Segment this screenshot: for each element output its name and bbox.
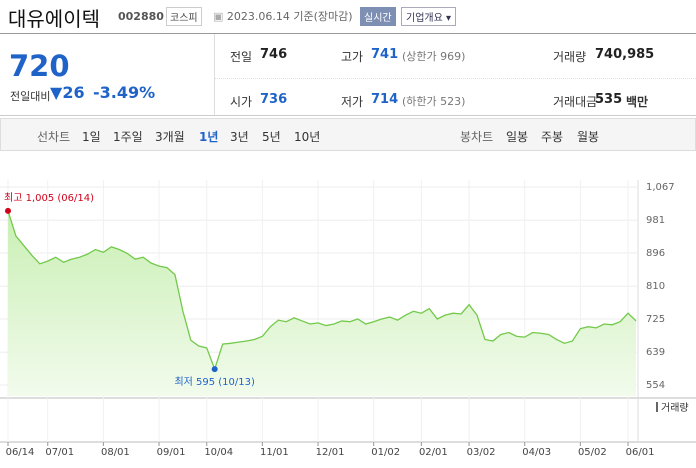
candle-tab[interactable]: 일봉 xyxy=(506,130,529,144)
stat-label: 저가 xyxy=(341,95,364,109)
annotation-point xyxy=(211,366,218,373)
period-tab[interactable]: 3년 xyxy=(230,130,249,144)
current-price: 720 xyxy=(9,49,70,83)
y-tick-label: 725 xyxy=(646,314,665,325)
date: ▣ 2023.06.14 기준(장마감) xyxy=(213,10,353,23)
stat-note: (상한가 969) xyxy=(402,50,466,63)
y-tick-label: 554 xyxy=(646,380,665,391)
period-tab[interactable]: 3개월 xyxy=(155,130,185,144)
x-tick-label: 12/01 xyxy=(316,447,345,458)
x-tick-label: 03/02 xyxy=(467,447,496,458)
candle-chart-label: 봉차트 xyxy=(460,130,494,144)
divider xyxy=(214,34,215,115)
change: ▼26 xyxy=(50,83,85,102)
y-tick-label: 981 xyxy=(646,215,665,226)
volume-legend-swatch xyxy=(656,402,658,412)
period-tab[interactable]: 1일 xyxy=(82,130,101,144)
stat-label: 거래량 xyxy=(553,50,587,64)
y-tick-label: 810 xyxy=(646,281,665,292)
x-tick-label: 06/01 xyxy=(626,447,655,458)
period-tab[interactable]: 10년 xyxy=(294,130,321,144)
y-tick-label: 1,067 xyxy=(646,182,675,193)
stat-value: 746 xyxy=(260,47,288,62)
change-label: 전일대비 xyxy=(10,90,51,103)
x-tick-label: 06/14 xyxy=(6,447,35,458)
change-value: 26 xyxy=(62,83,85,102)
period-tab[interactable]: 1년 xyxy=(199,130,219,144)
volume-legend: 거래량 xyxy=(661,402,689,414)
stat-value: 535 xyxy=(595,92,623,107)
stock-name: 대유에이텍 xyxy=(8,7,100,31)
x-tick-label: 08/01 xyxy=(101,447,130,458)
stat-note: (하한가 523) xyxy=(402,95,466,108)
x-tick-label: 05/02 xyxy=(578,447,607,458)
annotation: 최고 1,005 (06/14) xyxy=(4,192,94,204)
period-tab[interactable]: 5년 xyxy=(262,130,281,144)
divider xyxy=(215,78,696,79)
stock-code: 002880 xyxy=(118,10,164,23)
x-tick-label: 01/02 xyxy=(371,447,400,458)
annotation-point xyxy=(5,207,11,214)
x-tick-label: 04/03 xyxy=(522,447,551,458)
company-button-text: 기업개요 xyxy=(406,13,443,24)
period-tab[interactable]: 1주일 xyxy=(113,130,143,144)
y-tick-label: 896 xyxy=(646,248,665,259)
chart: 거래량 1,067 981 896 810 725 639 554 06/14 07/01 08/… xyxy=(0,180,696,458)
stat-label: 고가 xyxy=(341,50,364,64)
stat-value: 736 xyxy=(260,92,288,107)
date-text: 2023.06.14 기준(장마감) xyxy=(226,10,353,23)
candle-tab[interactable]: 주봉 xyxy=(541,130,564,144)
stat-label: 시가 xyxy=(230,95,253,109)
line-chart-label: 선차트 xyxy=(37,130,71,144)
annotation: 최저 595 (10/13) xyxy=(174,376,255,388)
stat-value: 740,985 xyxy=(595,47,655,62)
x-tick-label: 07/01 xyxy=(45,447,74,458)
tab-bar xyxy=(0,118,696,151)
y-tick-label: 639 xyxy=(646,347,665,358)
realtime-badge[interactable]: 실시간 xyxy=(360,7,396,26)
price-line xyxy=(7,210,637,372)
company-button[interactable]: 기업개요 ▾ xyxy=(401,7,457,26)
summary-box xyxy=(0,33,696,116)
x-tick-label: 10/04 xyxy=(204,447,233,458)
stat-value: 714 xyxy=(371,92,399,107)
stat-label: 전일 xyxy=(230,50,253,64)
x-tick-label: 02/01 xyxy=(419,447,448,458)
stat-unit: 백만 xyxy=(626,95,649,109)
stat-value: 741 xyxy=(371,47,399,62)
market-badge: 코스피 xyxy=(166,7,202,26)
change-rate: -3.49% xyxy=(93,83,156,102)
candle-tab[interactable]: 월봉 xyxy=(577,130,600,144)
x-tick-label: 11/01 xyxy=(260,447,289,458)
area xyxy=(8,210,636,396)
stat-label: 거래대금 xyxy=(553,95,598,109)
x-tick-label: 09/01 xyxy=(157,447,186,458)
